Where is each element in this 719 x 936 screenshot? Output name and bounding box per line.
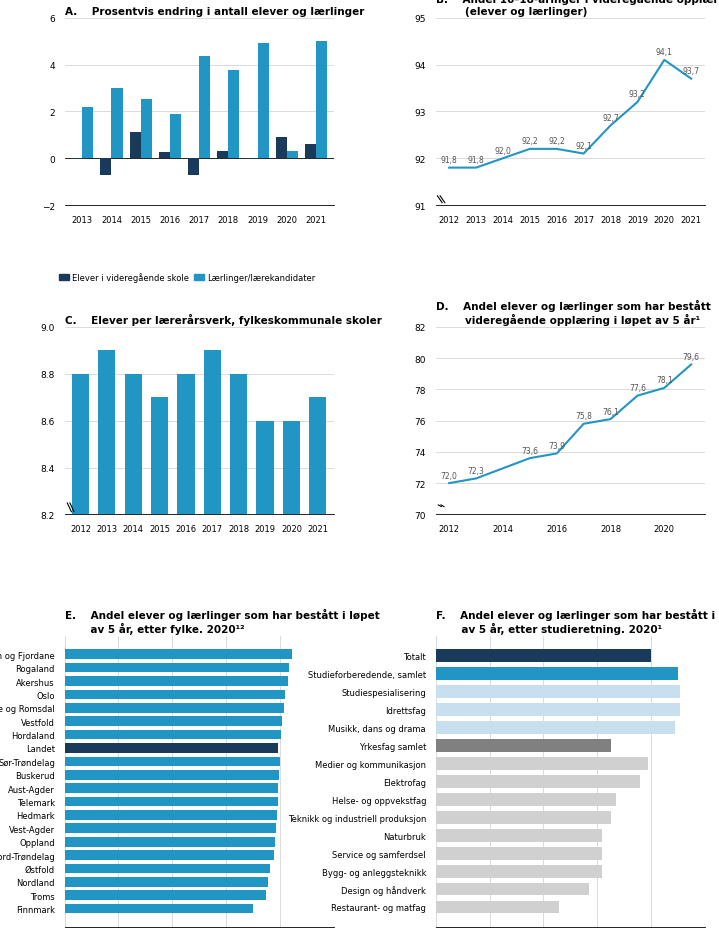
Bar (436, 757, 648, 770)
Text: F.    Andel elever og lærlinger som har bestått i løpet
       av 5 år, etter st: F. Andel elever og lærlinger som har bes… (436, 608, 719, 635)
Text: 75,8: 75,8 (575, 412, 592, 421)
Text: 93,7: 93,7 (682, 67, 700, 76)
Bar (71, 159, 82, 160)
Text: 78,1: 78,1 (656, 376, 673, 385)
Text: 92,2: 92,2 (549, 138, 565, 146)
Bar (436, 704, 680, 716)
Text: 92,0: 92,0 (495, 147, 511, 155)
Text: A.    Prosentvis endring i antall elever og lærlinger: A. Prosentvis endring i antall elever og… (65, 7, 364, 17)
Bar (287, 152, 298, 159)
Text: 72,3: 72,3 (467, 466, 485, 475)
Bar (229, 71, 239, 159)
Text: 73,9: 73,9 (549, 442, 565, 450)
Bar (247, 159, 257, 160)
Bar (316, 42, 327, 159)
Bar (65, 890, 266, 900)
Bar (436, 847, 603, 859)
Bar (436, 667, 678, 680)
Bar (283, 421, 300, 936)
Bar (230, 374, 247, 936)
Bar (159, 154, 170, 159)
Bar (129, 133, 141, 159)
Text: 77,6: 77,6 (629, 384, 646, 393)
Text: 94,1: 94,1 (656, 49, 673, 57)
Text: 91,8: 91,8 (441, 156, 457, 165)
Bar (111, 89, 122, 159)
Bar (65, 837, 275, 846)
Bar (436, 883, 589, 896)
Bar (65, 703, 284, 713)
Bar (65, 743, 278, 753)
Bar (65, 756, 280, 767)
Bar (305, 145, 316, 159)
Text: 92,2: 92,2 (521, 138, 539, 146)
Bar (436, 793, 616, 806)
Text: 92,7: 92,7 (602, 114, 619, 123)
Bar (436, 739, 610, 753)
Bar (65, 877, 267, 886)
Bar (257, 421, 274, 936)
Bar (151, 398, 168, 936)
Bar (65, 770, 279, 780)
Bar (65, 797, 278, 807)
Bar (65, 717, 283, 726)
Bar (217, 152, 229, 159)
Bar (275, 138, 287, 159)
Bar (436, 775, 640, 788)
Text: 72,0: 72,0 (441, 471, 457, 480)
Bar (199, 57, 210, 159)
Bar (72, 374, 89, 936)
Bar (309, 398, 326, 936)
Bar (65, 650, 292, 659)
Bar (65, 811, 277, 820)
Bar (188, 159, 199, 175)
Text: E.    Andel elever og lærlinger som har bestått i løpet
       av 5 år, etter fy: E. Andel elever og lærlinger som har bes… (65, 608, 380, 635)
Bar (82, 108, 93, 159)
Text: D.    Andel elever og lærlinger som har bestått
        videregående opplæring i: D. Andel elever og lærlinger som har bes… (436, 300, 710, 326)
Bar (436, 685, 680, 698)
Text: 73,6: 73,6 (521, 446, 539, 455)
Bar (65, 850, 274, 860)
Bar (65, 783, 278, 793)
Legend: Elever i videregående skole, Lærlinger/lærekandidater: Elever i videregående skole, Lærlinger/l… (55, 270, 319, 285)
Bar (178, 374, 195, 936)
Bar (141, 99, 152, 159)
Bar (436, 865, 603, 878)
Bar (101, 159, 111, 175)
Text: 79,6: 79,6 (682, 353, 700, 361)
Text: 92,1: 92,1 (575, 142, 592, 151)
Bar (170, 114, 181, 159)
Bar (436, 722, 675, 735)
Bar (65, 663, 289, 673)
Bar (203, 351, 221, 936)
Bar (65, 864, 270, 873)
Text: B.    Andel 16–18-åringer i videregående opplæring
        (elever og lærlinger): B. Andel 16–18-åringer i videregående op… (436, 0, 719, 17)
Bar (99, 351, 116, 936)
Bar (257, 44, 269, 159)
Text: 93,2: 93,2 (629, 91, 646, 99)
Text: 91,8: 91,8 (467, 156, 485, 165)
Bar (436, 811, 610, 824)
Bar (65, 730, 281, 739)
Bar (436, 900, 559, 914)
Bar (124, 374, 142, 936)
Bar (65, 677, 288, 686)
Bar (65, 824, 276, 833)
Bar (436, 650, 651, 663)
Text: 76,1: 76,1 (602, 407, 619, 417)
Bar (65, 690, 285, 699)
Text: C.    Elever per lærerårsverk, fylkeskommunale skoler: C. Elever per lærerårsverk, fylkeskommun… (65, 314, 382, 326)
Bar (436, 829, 603, 841)
Bar (65, 904, 253, 914)
